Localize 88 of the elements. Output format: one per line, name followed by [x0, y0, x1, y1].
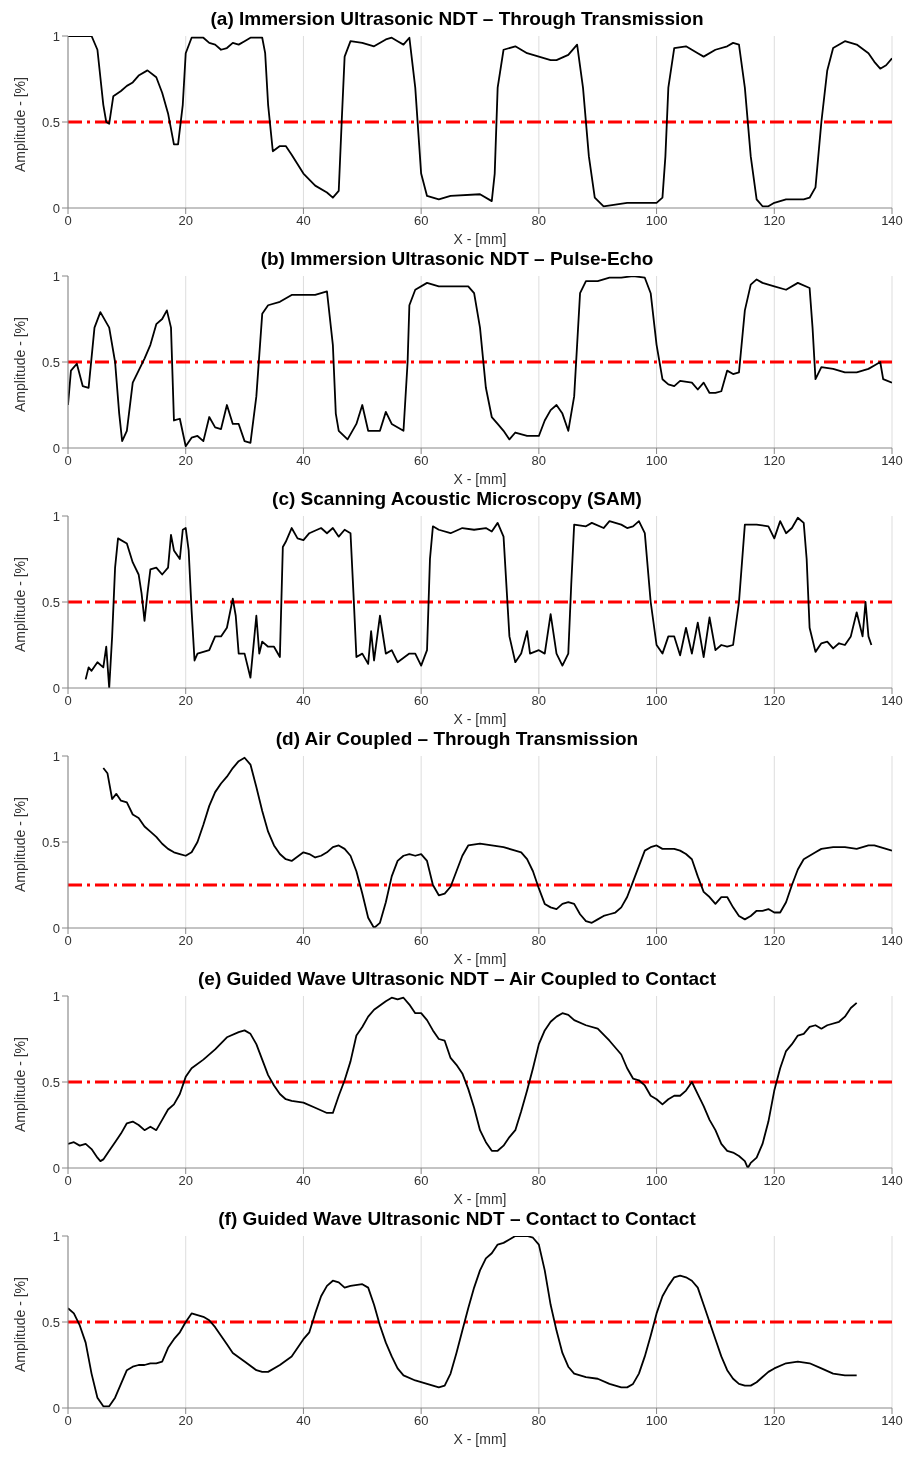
- y-axis-title: Amplitude - [%]: [11, 557, 28, 652]
- y-tick-label: 1: [52, 508, 60, 524]
- y-axis-title: Amplitude - [%]: [11, 1277, 28, 1372]
- x-axis-title: X - [mm]: [453, 1191, 507, 1207]
- x-axis-title: X - [mm]: [453, 1431, 507, 1447]
- x-tick-label: 0: [64, 693, 72, 709]
- x-axis-title: X - [mm]: [453, 951, 507, 967]
- y-tick-label: 1: [52, 268, 60, 284]
- x-tick-label: 140: [881, 1413, 903, 1429]
- chart-title: (d) Air Coupled – Through Transmission: [274, 728, 640, 750]
- x-tick-label: 120: [763, 693, 786, 709]
- x-axis-title: X - [mm]: [453, 471, 507, 487]
- x-tick-label: 120: [763, 1413, 786, 1429]
- x-tick-label: 140: [881, 1173, 903, 1189]
- y-tick-label: 1: [52, 1228, 60, 1244]
- y-tick-label: 0: [52, 920, 60, 936]
- y-axis-title: Amplitude - [%]: [11, 77, 28, 172]
- y-tick-label: 0.5: [41, 1074, 60, 1090]
- y-tick-label: 0.5: [41, 114, 60, 130]
- x-tick-label: 40: [296, 213, 311, 229]
- x-tick-label: 80: [531, 1413, 547, 1429]
- y-tick-label: 1: [52, 748, 60, 764]
- x-tick-label: 40: [296, 693, 311, 709]
- x-tick-label: 100: [645, 213, 668, 229]
- line-series: [84, 516, 873, 688]
- x-tick-label: 40: [296, 453, 311, 469]
- y-tick-label: 0.5: [41, 1314, 60, 1330]
- x-tick-label: 60: [413, 213, 429, 229]
- x-tick-label: 80: [531, 1173, 547, 1189]
- x-tick-label: 140: [881, 933, 903, 949]
- x-axis-title: X - [mm]: [453, 711, 507, 727]
- x-tick-label: 100: [645, 693, 668, 709]
- line-series: [68, 996, 858, 1168]
- x-tick-label: 20: [178, 1413, 193, 1429]
- x-tick-label: 100: [645, 1173, 668, 1189]
- x-tick-label: 100: [645, 933, 668, 949]
- x-tick-label: 60: [413, 1173, 429, 1189]
- x-tick-label: 80: [531, 933, 547, 949]
- x-tick-label: 100: [645, 1413, 668, 1429]
- x-tick-label: 20: [178, 453, 193, 469]
- x-tick-label: 20: [178, 1173, 193, 1189]
- y-tick-label: 0.5: [41, 354, 60, 370]
- x-tick-label: 40: [296, 1173, 311, 1189]
- x-tick-label: 20: [178, 213, 193, 229]
- x-tick-label: 120: [763, 1173, 786, 1189]
- x-tick-label: 60: [413, 453, 429, 469]
- x-tick-label: 20: [178, 933, 193, 949]
- x-tick-label: 0: [64, 213, 72, 229]
- x-tick-label: 80: [531, 453, 547, 469]
- y-axis-title: Amplitude - [%]: [11, 1037, 28, 1132]
- x-tick-label: 120: [763, 213, 786, 229]
- y-tick-label: 0.5: [41, 834, 60, 850]
- y-tick-label: 1: [52, 28, 60, 44]
- x-tick-label: 20: [178, 693, 193, 709]
- chart-title: (f) Guided Wave Ultrasonic NDT – Contact to Contact: [217, 1208, 697, 1230]
- y-axis-title: Amplitude - [%]: [11, 317, 28, 412]
- x-tick-label: 80: [531, 693, 547, 709]
- y-tick-label: 0.5: [41, 594, 60, 610]
- x-tick-label: 120: [763, 453, 786, 469]
- x-tick-label: 40: [296, 1413, 311, 1429]
- x-axis-title: X - [mm]: [453, 231, 507, 247]
- x-tick-label: 80: [531, 213, 547, 229]
- x-tick-label: 0: [64, 453, 72, 469]
- x-tick-label: 120: [763, 933, 786, 949]
- line-series: [68, 1236, 858, 1408]
- x-tick-label: 140: [881, 453, 903, 469]
- y-axis-title: Amplitude - [%]: [11, 797, 28, 892]
- chart-title: (e) Guided Wave Ultrasonic NDT – Air Coupled to Contact: [197, 968, 717, 990]
- x-tick-label: 0: [64, 1173, 72, 1189]
- x-tick-label: 140: [881, 213, 903, 229]
- x-tick-label: 100: [645, 453, 668, 469]
- chart-title: (a) Immersion Ultrasonic NDT – Through Transmission: [209, 8, 705, 30]
- y-tick-label: 0: [52, 680, 60, 696]
- x-tick-label: 40: [296, 933, 311, 949]
- x-tick-label: 140: [881, 693, 903, 709]
- y-tick-label: 0: [52, 440, 60, 456]
- chart-title: (c) Scanning Acoustic Microscopy (SAM): [271, 488, 643, 510]
- x-tick-label: 60: [413, 1413, 429, 1429]
- y-tick-label: 0: [52, 200, 60, 216]
- x-tick-label: 60: [413, 933, 429, 949]
- y-tick-label: 0: [52, 1400, 60, 1416]
- x-tick-label: 0: [64, 1413, 72, 1429]
- y-tick-label: 0: [52, 1160, 60, 1176]
- x-tick-label: 0: [64, 933, 72, 949]
- x-tick-label: 60: [413, 693, 429, 709]
- chart-title: (b) Immersion Ultrasonic NDT – Pulse-Echo: [259, 248, 655, 270]
- y-tick-label: 1: [52, 988, 60, 1004]
- line-series: [102, 756, 892, 928]
